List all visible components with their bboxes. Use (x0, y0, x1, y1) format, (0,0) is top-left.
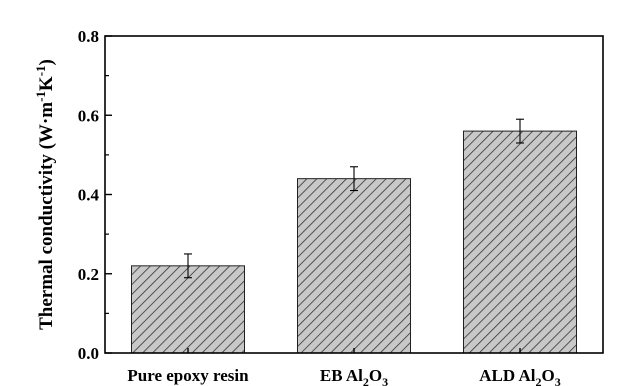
y-tick-label: 0.2 (78, 265, 99, 284)
y-tick-label: 0.4 (78, 186, 100, 205)
y-tick-label: 0.8 (78, 27, 99, 46)
bars-group (131, 130, 577, 354)
x-axis: Pure epoxy resin EB Al2O3 ALD Al2O3 (127, 348, 561, 386)
error-bar-3 (516, 118, 524, 144)
error-bar-2 (350, 166, 358, 192)
y-axis-label: Thermal conductivity (W·m-1K-1) (33, 59, 57, 330)
error-bar-1 (184, 253, 192, 279)
x-tick-label-3: ALD Al2O3 (479, 366, 560, 386)
bar-1 (131, 265, 245, 354)
x-tick-label-2: EB Al2O3 (320, 366, 388, 386)
bar-3 (463, 130, 577, 354)
y-tick-label: 0.0 (78, 344, 99, 363)
y-axis: 0.0 0.2 0.4 0.6 0.8 (78, 27, 112, 363)
y-tick-label: 0.6 (78, 106, 99, 125)
x-tick-label-1: Pure epoxy resin (127, 366, 249, 385)
error-bars-group (184, 118, 524, 279)
bar-2 (297, 178, 411, 354)
